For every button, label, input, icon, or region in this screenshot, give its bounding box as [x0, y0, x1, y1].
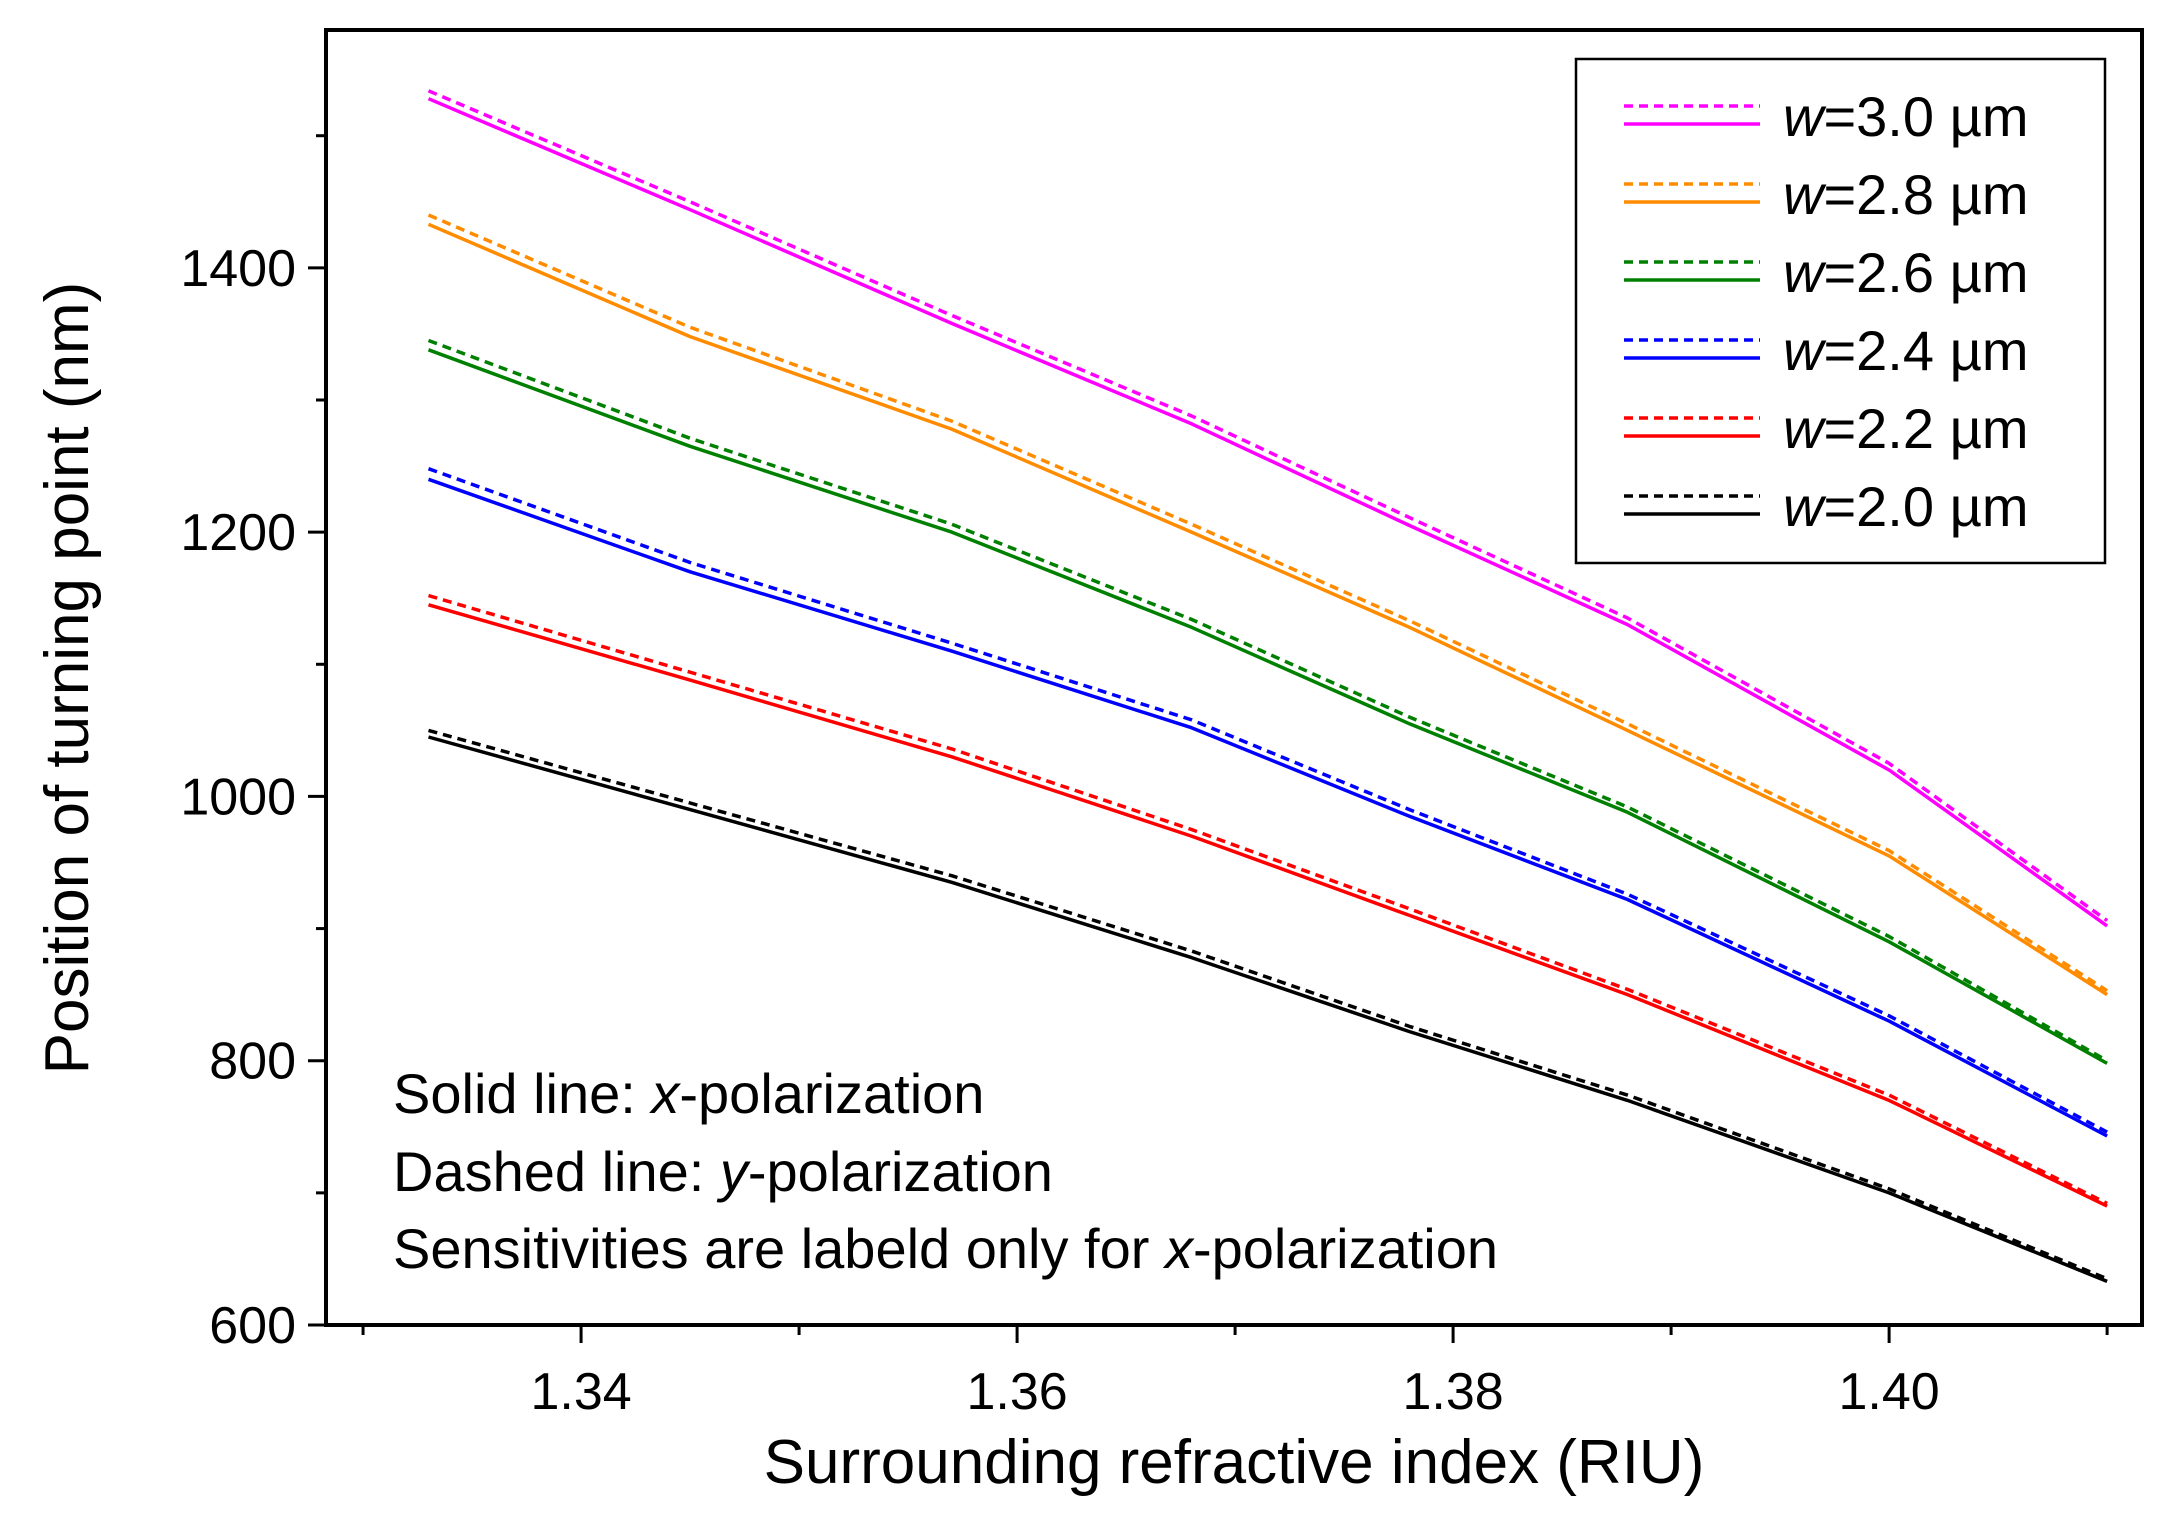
series-line-y-pol-w2.0 [428, 728, 2108, 1281]
legend-value: =3.0 µm [1823, 85, 2028, 148]
legend-item: w=2.2 µm [1624, 397, 2028, 460]
series-line-y-pol-w2.6 [427, 338, 2108, 1063]
legend-items: w=3.0 µmw=2.8 µmw=2.6 µmw=2.4 µmw=2.2 µm… [1624, 85, 2028, 538]
x-tick-label: 1.40 [1839, 1363, 1940, 1421]
legend-item: w=2.4 µm [1624, 319, 2028, 382]
x-tick-label: 1.34 [530, 1363, 631, 1421]
legend-label: w=2.0 µm [1783, 475, 2028, 538]
x-tick-label: 1.36 [966, 1363, 1067, 1421]
y-tick-label: 1400 [180, 240, 296, 298]
x-tick-label: 1.38 [1402, 1363, 1503, 1421]
legend-variable: w [1783, 475, 1827, 538]
axis-ticks: 1.34 1.36 1.38 1.40 600 800 1000 1200 1400 [180, 134, 2109, 1421]
legend: w=3.0 µmw=2.8 µmw=2.6 µmw=2.4 µmw=2.2 µm… [1574, 57, 2107, 565]
legend-item: w=2.8 µm [1624, 163, 2028, 226]
legend-value: =2.4 µm [1823, 319, 2028, 382]
legend-value: =2.6 µm [1823, 241, 2028, 304]
annotation-notes: Solid line: x-polarization Dashed line: … [393, 1062, 1498, 1280]
note-sensitivities: Sensitivities are labeld only for x-pola… [393, 1217, 1498, 1280]
legend-value: =2.2 µm [1823, 397, 2028, 460]
note-solid-line: Solid line: x-polarization [393, 1062, 984, 1125]
series-line-x-pol-w2.0 [428, 735, 2108, 1284]
y-tick-label: 1200 [180, 504, 296, 562]
plot-lines [427, 89, 2109, 1284]
legend-label: w=2.4 µm [1783, 319, 2028, 382]
legend-variable: w [1783, 319, 1827, 382]
legend-variable: w [1783, 241, 1827, 304]
series-line-x-pol-w3.0 [427, 97, 2109, 928]
y-tick-label: 1000 [180, 768, 296, 826]
legend-value: =2.0 µm [1823, 475, 2028, 538]
series-line-y-pol-w2.8 [427, 213, 2109, 993]
legend-item: w=2.0 µm [1624, 475, 2028, 538]
y-tick-label: 800 [209, 1033, 296, 1091]
note-dashed-line: Dashed line: y-polarization [393, 1140, 1053, 1203]
series-line-x-pol-w2.8 [427, 222, 2109, 997]
legend-item: w=2.6 µm [1624, 241, 2028, 304]
series-line-x-pol-w2.2 [428, 603, 2108, 1208]
legend-value: =2.8 µm [1823, 163, 2028, 226]
series-line-y-pol-w2.2 [428, 593, 2108, 1205]
legend-variable: w [1783, 85, 1827, 148]
legend-box [1574, 57, 2107, 565]
legend-variable: w [1783, 397, 1827, 460]
series-line-x-pol-w2.6 [427, 348, 2108, 1065]
legend-variable: w [1783, 163, 1827, 226]
x-axis-title: Surrounding refractive index (RIU) [764, 1428, 1705, 1497]
legend-item: w=3.0 µm [1624, 85, 2028, 148]
y-axis-title: Position of turning point (nm) [33, 282, 102, 1075]
y-tick-label: 600 [209, 1297, 296, 1355]
legend-label: w=3.0 µm [1783, 85, 2028, 148]
legend-label: w=2.8 µm [1783, 163, 2028, 226]
legend-label: w=2.2 µm [1783, 397, 2028, 460]
series-line-x-pol-w2.4 [427, 477, 2108, 1138]
legend-label: w=2.6 µm [1783, 241, 2028, 304]
series-line-y-pol-w3.0 [427, 89, 2109, 923]
series-line-y-pol-w2.4 [427, 467, 2108, 1134]
